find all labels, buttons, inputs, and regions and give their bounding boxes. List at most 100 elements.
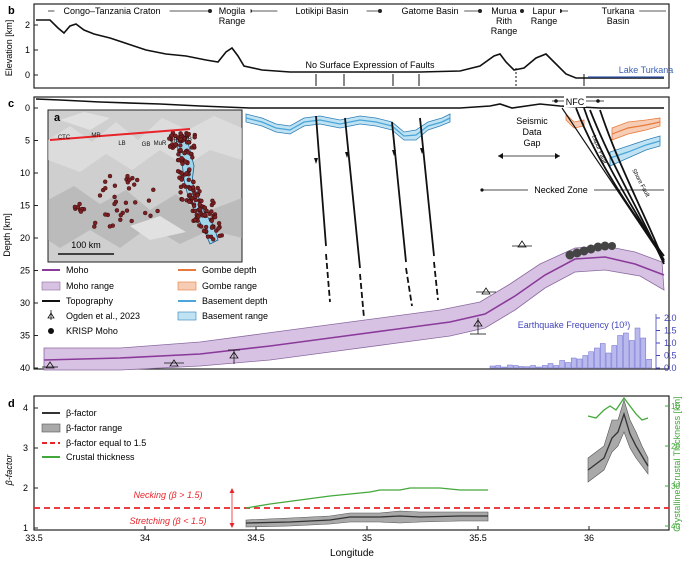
eq-bar [518, 366, 525, 369]
legend-beta-range: β-factor range [66, 423, 122, 433]
d-ytick-right-label: 20 [671, 442, 680, 451]
label-background [596, 5, 640, 27]
inset-seismic-dot [118, 212, 124, 218]
inset-seismic-dot [178, 131, 183, 136]
beta-annotation-arrowheads [229, 488, 235, 528]
gombe-range-right [611, 117, 661, 141]
b-ytick-2: 2 [25, 20, 30, 30]
panel-d-letter: d [8, 398, 15, 410]
basement-range-band [245, 113, 451, 141]
d-xtick-label: 34 [140, 533, 150, 543]
eq-bar [501, 366, 507, 369]
d-xtick-label: 36 [584, 533, 594, 543]
inset-seismic-dot [123, 200, 129, 206]
inset-seismic-dot [191, 203, 197, 209]
panel-d-ylabel-right: Crystalline Crustal Thickness [km] [672, 396, 682, 531]
inset-seismic-dot [210, 198, 215, 204]
eq-bar [489, 365, 496, 369]
inset-seismic-dot [216, 226, 221, 231]
d-xtick-label: 33.5 [25, 533, 43, 543]
eq-bar [541, 365, 548, 369]
panel-d-ylabel: β-factor [4, 454, 14, 487]
eq-bar [594, 347, 600, 369]
panel-d: d β-factor Crystalline Crustal Thickness… [4, 395, 682, 559]
inset-seismic-dot [198, 224, 204, 229]
inset-labels: CTC MR LB GB MuR LR TB [58, 133, 192, 148]
moho-range-band [43, 245, 665, 371]
inset-seismic-dot [187, 186, 193, 191]
c-ytick-label: 0 [25, 103, 30, 113]
inset-seismic-dot [186, 131, 192, 137]
eq-bar [634, 327, 641, 369]
inset-seismic-dot [191, 143, 197, 149]
inset-seismic-dot [182, 150, 187, 156]
eq-bar [640, 337, 647, 369]
inset-seismic-dot [195, 193, 200, 198]
inset-seismic-dot [186, 177, 192, 183]
inset-seismic-dot [197, 207, 203, 212]
nfc-label: NFC [566, 97, 585, 107]
legend-moho: Moho [66, 265, 89, 275]
inset-seismic-dot [197, 189, 202, 194]
inset-seismic-dot [131, 182, 137, 187]
inset-seismic-dot [127, 177, 132, 182]
inset-seismic-dot [97, 193, 103, 198]
inset-scale-label: 100 km [71, 240, 101, 250]
inset-seismic-dot [114, 208, 120, 213]
inset-seismic-dot [187, 192, 193, 198]
inset-seismic-dot [132, 200, 138, 205]
inset-map-a: a CTC MR LB GB MuR LR TB 100 km [47, 109, 243, 263]
eq-tick-label: 0.5 [664, 351, 677, 361]
c-ytick-label: 30 [20, 298, 30, 308]
inset-seismic-dot [192, 134, 197, 140]
necking-label: Necking (β > 1.5) [134, 490, 203, 500]
inset-seismic-dot [107, 173, 113, 179]
inset-seismic-dot [103, 185, 108, 191]
eq-bar [570, 357, 577, 369]
d-ytick-right-label: 30 [671, 482, 680, 491]
label-background [213, 5, 251, 27]
inset-seismic-dot [167, 136, 172, 141]
panel-b-frame [33, 3, 670, 89]
inset-seismic-dot [201, 228, 207, 234]
inset-seismic-dot [107, 224, 113, 229]
inset-seismic-dot [187, 167, 192, 172]
inset-seismic-dot [129, 218, 134, 224]
panel-d-yticks-right: 40 30 20 10 [665, 402, 680, 531]
b-ytick-1: 1 [25, 45, 30, 55]
inset-seismic-dot [102, 179, 108, 184]
legend-moho-range: Moho range [66, 281, 114, 291]
inset-label-gb: GB [142, 142, 151, 148]
c-ytick-label: 35 [20, 331, 30, 341]
panel-c-ylabel: Depth [km] [2, 213, 12, 257]
d-ytick-label: 1 [23, 523, 28, 533]
elevation-profile [36, 19, 664, 79]
inset-seismic-dot [184, 171, 189, 176]
basement-depth-line [245, 117, 451, 137]
eq-bar [611, 345, 618, 369]
d-ytick-label: 4 [23, 403, 28, 413]
inset-label-ctc: CTC [58, 135, 71, 141]
beta-range-left [245, 510, 489, 528]
c-ytick-label: 40 [20, 363, 30, 373]
necked-zone-label-bg [528, 184, 594, 195]
inset-seismic-dot [192, 208, 198, 214]
label-background [510, 115, 554, 150]
inset-seismic-dot [178, 143, 183, 148]
region-congo-tanzania-craton: Congo–Tanzania Craton [63, 6, 160, 16]
panel-d-xlabel: Longitude [330, 548, 374, 559]
inset-seismic-dot [202, 212, 207, 218]
seismic-data-gap-label: Seismic Data Gap [516, 116, 548, 148]
legend-crustal-thickness: Crustal thickness [66, 452, 135, 462]
region-lapur-range: Lapur Range [531, 6, 558, 26]
fault-lines [315, 107, 665, 319]
inset-seismic-dot [77, 201, 82, 207]
inset-profile-line [49, 128, 191, 141]
inset-seismic-dot [151, 187, 156, 193]
beta-range-right [587, 398, 649, 483]
beta-line-left [245, 515, 488, 524]
lapur-fault-label: Lapur Fault [590, 135, 607, 166]
inset-seismic-dot [112, 183, 118, 188]
inset-seismic-dot [192, 217, 198, 223]
